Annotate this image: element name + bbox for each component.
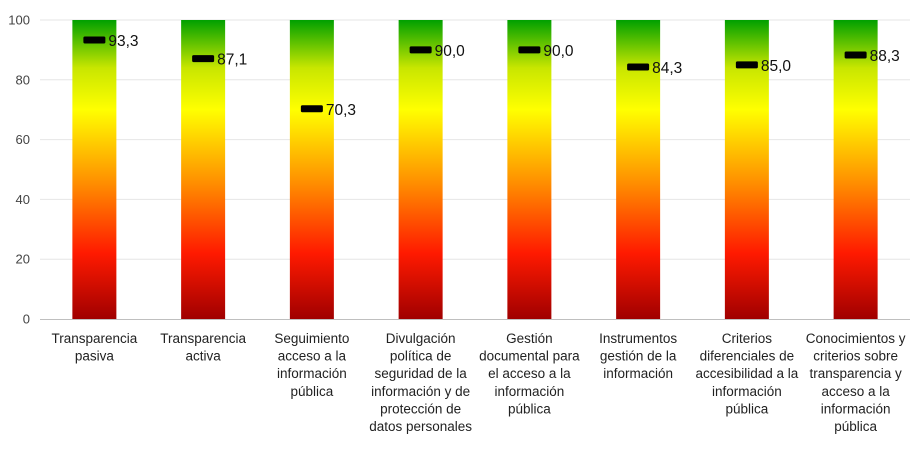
value-label: 93,3: [108, 33, 138, 50]
y-tick-label: 20: [16, 252, 30, 267]
value-marker: [735, 61, 758, 69]
value-marker: [844, 51, 867, 59]
y-tick-label: 40: [16, 192, 30, 207]
value-marker: [518, 46, 541, 54]
category-label: Criterios diferenciales de accesibilidad a…: [695, 331, 798, 416]
bar: [833, 20, 878, 319]
value-marker: [300, 105, 323, 113]
bars: [72, 20, 878, 319]
bar: [507, 20, 552, 319]
value-marker: [192, 55, 215, 63]
category-label: Transparencia activa: [160, 331, 246, 364]
value-marker: [627, 63, 650, 71]
bar: [181, 20, 226, 319]
y-tick-label: 60: [16, 132, 30, 147]
value-label: 70,3: [326, 102, 356, 119]
category-label: Seguimiento acceso a la información pública: [274, 331, 349, 399]
value-label: 90,0: [435, 43, 466, 60]
value-label: 88,3: [870, 48, 900, 65]
y-tick-label: 0: [23, 312, 30, 327]
category-label: Conocimientos y criterios sobre transparen…: [806, 331, 906, 434]
value-label: 85,0: [761, 58, 792, 75]
category-label: Gestión documental para el acceso a la info…: [479, 331, 580, 416]
bar: [724, 20, 769, 319]
bar: [72, 20, 117, 319]
value-label: 90,0: [543, 43, 574, 60]
value-labels: 93,3 87,1 70,3 90,0 90,0 84,3 85,0 88,3: [108, 33, 899, 119]
category-labels: Transparencia pasiva Transparencia activa Se…: [51, 331, 905, 434]
bar: [289, 20, 334, 319]
gridlines: [40, 19, 910, 260]
y-tick-label: 100: [8, 13, 30, 28]
category-label: Instrumentos gestión de la información: [599, 331, 677, 381]
value-markers: [83, 36, 867, 113]
value-label: 84,3: [652, 60, 682, 77]
value-marker: [83, 36, 106, 44]
y-axis-ticks: 0 20 40 60 80 100: [8, 13, 30, 327]
category-label: Divulgación política de seguridad de la inf…: [369, 331, 472, 434]
value-marker: [409, 46, 432, 54]
bar: [398, 20, 443, 319]
category-label: Transparencia pasiva: [51, 331, 137, 364]
y-tick-label: 80: [16, 72, 30, 87]
value-label: 87,1: [217, 52, 247, 69]
